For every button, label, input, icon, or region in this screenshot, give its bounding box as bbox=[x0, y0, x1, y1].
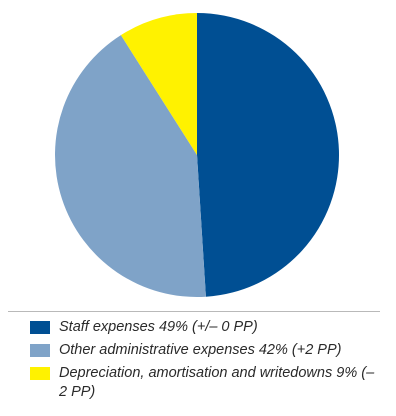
legend-swatch bbox=[30, 344, 50, 357]
legend-label: Depreciation, amortisation and writedown… bbox=[59, 365, 375, 400]
legend-item: Depreciation, amortisation and writedown… bbox=[30, 364, 392, 402]
pie-chart bbox=[55, 12, 340, 298]
legend-divider bbox=[8, 311, 380, 312]
legend-label: Staff expenses 49% (+/– 0 PP) bbox=[59, 319, 258, 335]
legend-item: Other administrative expenses 42% (+2 PP… bbox=[30, 341, 392, 360]
legend-label: Other administrative expenses 42% (+2 PP… bbox=[59, 342, 342, 358]
legend: Staff expenses 49% (+/– 0 PP) Other admin… bbox=[30, 318, 392, 406]
legend-swatch bbox=[30, 367, 50, 380]
legend-swatch bbox=[30, 321, 50, 334]
pie-slice-1 bbox=[197, 12, 340, 297]
pie-slice-2 bbox=[55, 35, 206, 298]
legend-item: Staff expenses 49% (+/– 0 PP) bbox=[30, 318, 392, 337]
pie-slice-3 bbox=[120, 13, 197, 155]
